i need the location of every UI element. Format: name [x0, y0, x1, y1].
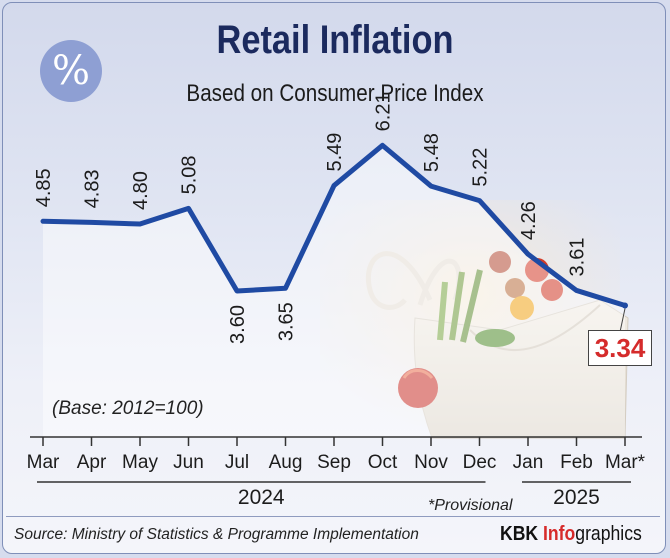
x-tick-label: Oct — [368, 452, 398, 473]
latest-value-callout: 3.34 — [588, 330, 652, 366]
x-tick-label: Jan — [513, 452, 544, 473]
data-label: 3.60 — [227, 305, 249, 344]
x-tick-label: Mar — [27, 452, 60, 473]
x-tick-label: Nov — [414, 452, 448, 473]
brand-logo: KBK Infographics — [500, 523, 642, 546]
x-tick-labels: Mar Apr May Jun Jul Aug Sep Oct Nov Dec Jan Feb Mar* — [27, 452, 646, 473]
year-label: 2024 — [238, 486, 285, 509]
brand-kbk: KBK — [500, 523, 544, 545]
brand-info: Info — [543, 523, 576, 545]
callout-leader — [619, 308, 626, 333]
data-label: 4.26 — [518, 201, 540, 240]
x-tick-label: Dec — [463, 452, 497, 473]
x-tick-label: Jun — [173, 452, 204, 473]
data-label: 5.22 — [470, 148, 492, 187]
x-tick-label: Jul — [225, 452, 249, 473]
year-groups: 2024 2025 — [37, 481, 631, 509]
data-labels: 4.85 4.83 4.80 5.08 3.60 3.65 5.49 6.21 5.48 5.22… — [33, 92, 589, 344]
x-tick-label: Feb — [560, 452, 593, 473]
data-label: 5.08 — [179, 155, 201, 194]
chart-subtitle: Based on Consumer Price Index — [186, 80, 484, 107]
year-label: 2025 — [553, 486, 600, 509]
data-label: 5.49 — [324, 133, 346, 172]
data-label: 5.48 — [421, 133, 443, 172]
provisional-note: *Provisional — [428, 497, 513, 514]
x-tick-label: Sep — [317, 452, 351, 473]
base-note: (Base: 2012=100) — [52, 398, 204, 419]
x-ticks — [42, 437, 626, 446]
data-label: 4.83 — [82, 169, 104, 208]
area-fill — [43, 145, 625, 437]
x-tick-label: Mar* — [605, 452, 646, 473]
data-label: 6.21 — [373, 92, 395, 131]
percent-icon: % — [40, 40, 102, 102]
data-label: 4.85 — [33, 168, 55, 207]
x-tick-label: Apr — [77, 452, 107, 473]
data-label: 3.65 — [276, 302, 298, 341]
x-tick-label: May — [122, 452, 158, 473]
data-label: 3.61 — [567, 238, 589, 277]
chart-title: Retail Inflation — [216, 18, 454, 62]
data-label: 4.80 — [130, 171, 152, 210]
x-tick-label: Aug — [269, 452, 303, 473]
footer-divider — [6, 516, 660, 517]
source-text: Source: Ministry of Statistics & Program… — [14, 526, 419, 543]
series-line — [40, 142, 628, 309]
brand-graphics: graphics — [575, 523, 642, 545]
grocery-bag-illustration — [320, 200, 629, 439]
